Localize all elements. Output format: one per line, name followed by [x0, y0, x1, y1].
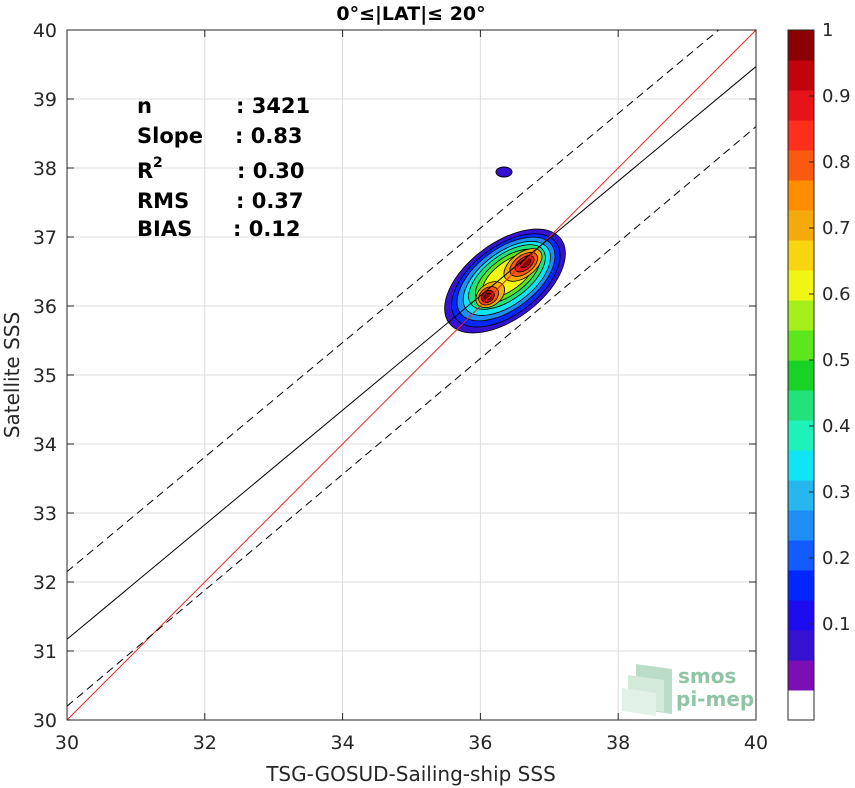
x-axis-label: TSG-GOSUD-Sailing-ship SSS [265, 762, 556, 786]
stat-value-rms: : 0.37 [236, 189, 304, 213]
colorbar-swatch [788, 510, 814, 541]
stats-box: n : 3421 Slope : 0.83 R 2 : 0.30 RMS : 0.37 BIAS:… [137, 94, 310, 241]
chart-title: 0°≤|LAT|≤ 20° [336, 3, 485, 25]
colorbar-swatch [788, 630, 814, 661]
colorbar-swatch [788, 270, 814, 301]
contour-peak-b [483, 292, 492, 301]
axis-ticks: 30 32 34 36 38 40 30 31 32 33 34 35 36 37 38 39 40 [33, 20, 768, 754]
y-tick-label: 35 [33, 365, 57, 387]
stat-label-bias: BIAS [137, 217, 192, 241]
colorbar-swatch [788, 300, 814, 331]
grid-lines [66, 29, 757, 721]
y-tick-label: 32 [33, 572, 57, 594]
colorbar-swatch [788, 120, 814, 151]
x-tick-label: 30 [55, 732, 79, 754]
colorbar-swatch [788, 690, 814, 721]
y-tick-label: 37 [33, 227, 57, 249]
colorbar-swatch [788, 360, 814, 391]
colorbar-swatch [788, 570, 814, 601]
colorbar-swatch [788, 90, 814, 121]
colorbar-swatch [788, 660, 814, 691]
colorbar-swatch [788, 60, 814, 91]
lower-bound-line [67, 126, 756, 707]
colorbar-tick-label: 0.4 [822, 416, 851, 437]
stat-value-slope: : 0.83 [235, 124, 303, 148]
colorbar-swatch [788, 450, 814, 481]
y-tick-label: 38 [33, 158, 57, 180]
colorbar-swatch [788, 240, 814, 271]
reference-lines [67, 30, 756, 720]
colorbar-frame [787, 29, 815, 721]
colorbar-tick-label: 0.6 [822, 284, 851, 305]
colorbar-swatch [788, 210, 814, 241]
colorbar-tick-label: 0.2 [822, 548, 851, 569]
colorbar-swatch [788, 150, 814, 181]
colorbar-tick-label: 0.7 [822, 218, 851, 239]
colorbar-swatch [788, 480, 814, 511]
y-tick-label: 40 [33, 20, 57, 42]
regression-line [67, 66, 756, 640]
upper-bound-line [67, 30, 720, 573]
colorbar-tick-label: 0.5 [822, 350, 851, 371]
logo-text-pimep: pi-mep [676, 687, 754, 711]
y-axis-label: Satellite SSS [0, 312, 24, 438]
colorbar-swatch [788, 330, 814, 361]
colorbar-swatch [788, 390, 814, 421]
x-tick-label: 40 [744, 732, 768, 754]
colorbar-swatch [788, 30, 814, 61]
stat-label-n: n [137, 94, 152, 118]
smos-pi-mep-logo: smos pi-mep [622, 664, 754, 716]
identity-line [67, 30, 756, 720]
colorbar-tick-label: 0.9 [822, 86, 851, 107]
colorbar: 0.1 0.2 0.3 0.4 0.5 0.6 0.7 0.8 0.9 1 [787, 20, 851, 721]
stat-label-slope: Slope [137, 124, 203, 148]
stat-label-rms: RMS [137, 189, 189, 213]
colorbar-tick-label: 0.3 [822, 482, 851, 503]
y-tick-label: 33 [33, 503, 57, 525]
x-tick-label: 36 [468, 732, 492, 754]
stat-label-r: R [137, 159, 153, 183]
stat-value-r: : 0.30 [237, 159, 305, 183]
x-tick-label: 34 [331, 732, 355, 754]
y-tick-label: 39 [33, 89, 57, 111]
stat-value-n: : 3421 [236, 94, 310, 118]
y-tick-label: 31 [33, 641, 57, 663]
colorbar-tick-label: 1 [822, 20, 833, 41]
colorbar-swatch [788, 540, 814, 571]
colorbar-swatch [788, 420, 814, 451]
x-tick-label: 32 [193, 732, 217, 754]
x-tick-label: 38 [606, 732, 630, 754]
stat-value-bias: : 0.12 [233, 217, 301, 241]
outlier-blob [495, 166, 513, 178]
y-tick-label: 36 [33, 296, 57, 318]
y-tick-label: 34 [33, 434, 57, 456]
y-tick-label: 30 [33, 710, 57, 732]
colorbar-swatch [788, 180, 814, 211]
logo-text-smos: smos [678, 664, 736, 688]
colorbar-tick-label: 0.8 [822, 152, 851, 173]
stat-label-superscript: 2 [153, 155, 163, 171]
colorbar-tick-label: 0.1 [822, 614, 851, 635]
colorbar-swatch [788, 600, 814, 631]
